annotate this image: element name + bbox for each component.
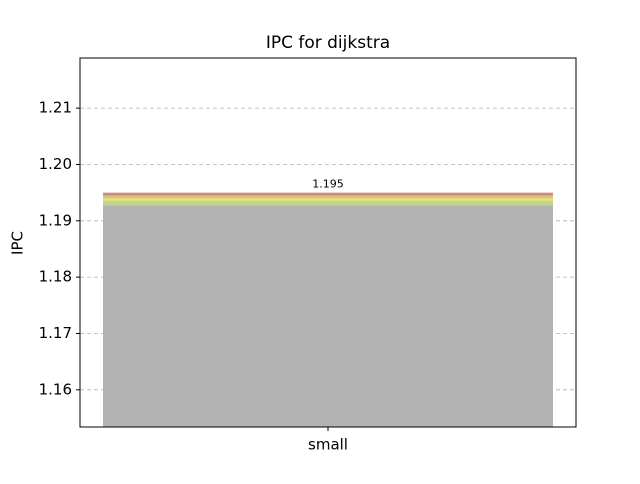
bar: [103, 205, 553, 427]
y-tick-label: 1.18: [39, 268, 72, 286]
y-tick-label: 1.19: [39, 211, 72, 229]
y-tick-label: 1.17: [39, 324, 72, 342]
x-tick-label: small: [308, 436, 348, 454]
y-axis-label: IPC: [9, 231, 27, 255]
y-tick-label: 1.21: [39, 99, 72, 117]
chart-title: IPC for dijkstra: [266, 33, 390, 53]
y-tick-label: 1.20: [39, 155, 72, 173]
plot-frame: [79, 57, 577, 428]
y-tick-label: 1.16: [39, 380, 72, 398]
value-label: 1.195: [312, 178, 344, 191]
